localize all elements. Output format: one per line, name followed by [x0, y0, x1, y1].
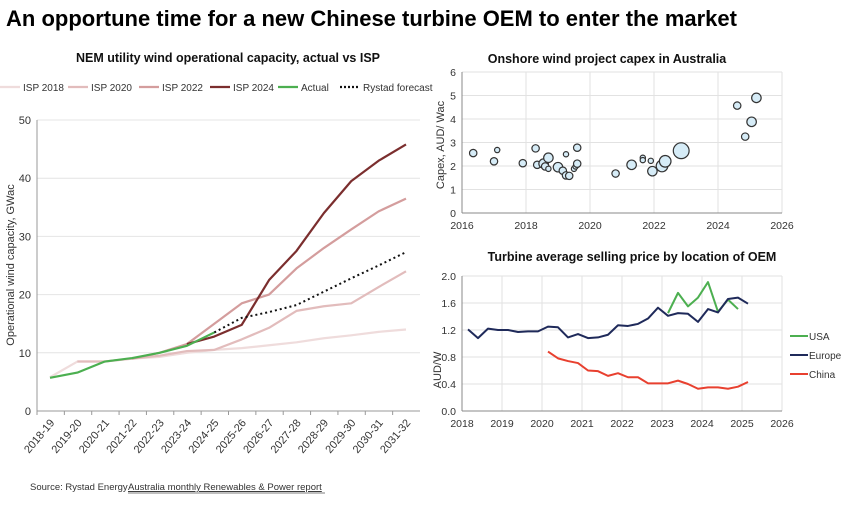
y-tick-label: 0.0 — [441, 406, 456, 418]
capex-point — [740, 132, 750, 141]
series-line-china — [547, 350, 749, 390]
y-tick-label: 0.8 — [441, 352, 456, 364]
y-tick-label: 10 — [19, 348, 31, 360]
page-title: An opportune time for a new Chinese turb… — [6, 6, 738, 31]
capex-point — [543, 152, 554, 164]
capex-point — [564, 171, 574, 181]
capex-point — [647, 165, 658, 177]
y-axis-label: AUD/W — [432, 351, 444, 388]
legend-label: Europe — [809, 351, 842, 362]
y-tick-label: 3 — [450, 138, 456, 150]
y-tick-label: 2 — [450, 161, 456, 173]
legend: USA Europe China — [790, 332, 842, 381]
chart-title: NEM utility wind operational capacity, a… — [76, 51, 380, 65]
chart-title: Onshore wind project capex in Australia — [488, 52, 728, 66]
x-tick-label: 2025 — [730, 418, 754, 430]
x-tick-label: 2016 — [450, 220, 474, 232]
capex-point — [658, 154, 672, 168]
capex-point — [572, 159, 582, 168]
legend-label: China — [809, 370, 836, 381]
x-tick-label: 2024 — [706, 220, 730, 232]
x-tick-label: 2026 — [770, 220, 794, 232]
capex-point — [672, 142, 690, 160]
capex-point — [562, 151, 570, 158]
x-tick-label: 2019 — [490, 418, 514, 430]
capex-scatter-chart: Onshore wind project capex in Australia … — [435, 52, 794, 232]
x-tick-label: 2022 — [610, 418, 634, 430]
capex-point — [732, 101, 742, 110]
y-tick-label: 50 — [19, 115, 31, 127]
x-tick-label: 2018 — [450, 418, 474, 430]
legend-label: ISP 2022 — [162, 83, 203, 94]
series-line-isp-2022 — [131, 197, 407, 360]
capex-point — [626, 159, 637, 171]
y-axis-label: Capex, AUD/ Wac — [435, 100, 447, 189]
x-tick-label: 2021 — [570, 418, 594, 430]
capex-point — [647, 157, 655, 165]
series-line-usa — [667, 281, 739, 314]
capex-point — [545, 165, 552, 173]
capex-point — [493, 146, 501, 154]
legend-label: ISP 2024 — [233, 83, 274, 94]
capex-point — [468, 148, 478, 158]
legend: ISP 2018 ISP 2020 ISP 2022 ISP 2024 Actual Ry… — [0, 83, 433, 94]
legend-label: Rystad forecast — [363, 83, 433, 94]
capex-point — [611, 169, 620, 178]
legend-label: ISP 2020 — [91, 83, 132, 94]
x-tick-label: 2026 — [770, 418, 794, 430]
y-tick-label: 1.2 — [441, 325, 456, 337]
series-line-isp-2024 — [186, 143, 407, 346]
x-tick-label: 2020 — [530, 418, 554, 430]
source-label: Source: Rystad Energy — [30, 482, 128, 493]
capex-point — [531, 144, 540, 153]
capacity-chart: NEM utility wind operational capacity, a… — [0, 51, 433, 456]
y-tick-label: 30 — [19, 231, 31, 243]
y-axis-label: Operational wind capacity, GWac — [5, 184, 17, 346]
capex-point — [572, 143, 582, 152]
series-line-rystad-forecast — [213, 251, 407, 334]
capex-point — [518, 158, 528, 168]
legend-label: ISP 2018 — [23, 83, 64, 94]
x-tick-label: 2024 — [690, 418, 714, 430]
capex-point — [489, 157, 499, 166]
y-tick-label: 6 — [450, 67, 456, 79]
series-line-isp-2018 — [49, 328, 407, 379]
y-tick-label: 4 — [450, 114, 456, 126]
capex-point — [751, 92, 762, 104]
y-tick-label: 20 — [19, 290, 31, 302]
capex-point — [746, 116, 757, 128]
x-tick-label: 2022 — [642, 220, 666, 232]
y-tick-label: 1.6 — [441, 298, 456, 310]
y-tick-label: 5 — [450, 91, 456, 103]
y-tick-label: 0 — [450, 208, 456, 220]
x-tick-label: 2018 — [514, 220, 538, 232]
y-tick-label: 1 — [450, 185, 456, 197]
legend-label: Actual — [301, 83, 329, 94]
chart-title: Turbine average selling price by locatio… — [488, 250, 777, 264]
source-report-link[interactable]: Australia monthly Renewables & Power rep… — [128, 482, 322, 493]
y-tick-label: 2.0 — [441, 271, 456, 283]
y-tick-label: 40 — [19, 173, 31, 185]
legend-label: USA — [809, 332, 830, 343]
series-line-europe — [467, 296, 749, 340]
x-tick-label: 2023 — [650, 418, 674, 430]
x-tick-label: 2020 — [578, 220, 602, 232]
y-tick-label: 0 — [25, 406, 31, 418]
capex-point — [639, 156, 647, 164]
series-line-actual — [49, 331, 215, 379]
turbine-price-chart: Turbine average selling price by locatio… — [432, 250, 842, 430]
y-tick-label: 0.4 — [441, 379, 456, 391]
